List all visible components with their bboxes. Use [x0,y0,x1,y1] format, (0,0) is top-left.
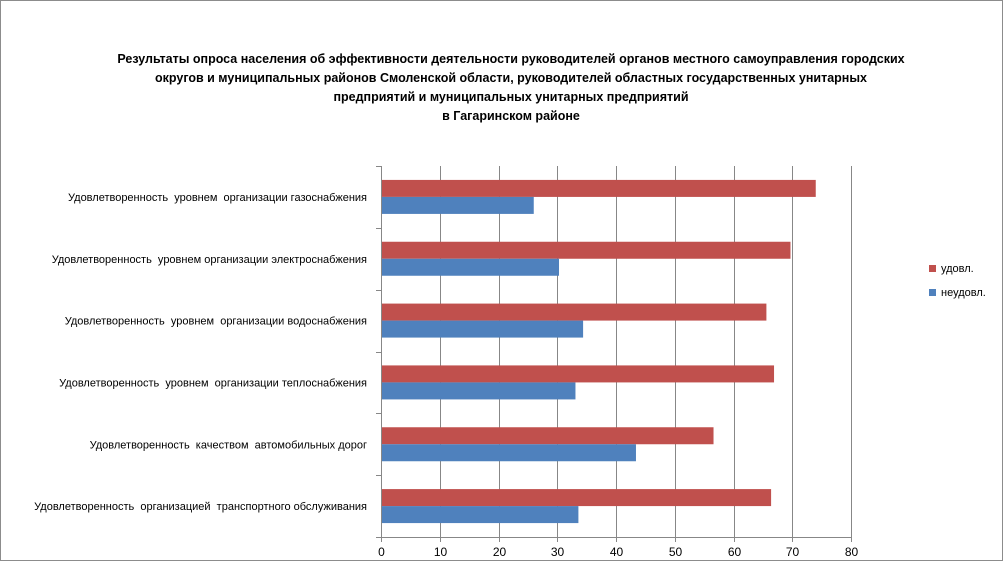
bar-satisfied-3 [381,303,767,321]
x-tick-label-70: 70 [786,545,800,559]
chart-title-line-3: предприятий и муниципальных унитарных пр… [333,90,689,104]
bar-unsatisfied-5 [381,444,636,462]
category-label-4: Удовлетворенность уровнем организации те… [59,377,367,389]
bar-satisfied-4 [381,365,775,383]
category-label-3: Удовлетворенность уровнем организации во… [65,316,367,328]
bar-unsatisfied-2 [381,258,560,276]
bar-satisfied-6 [381,489,772,507]
category-label-1: Удовлетворенность уровнем организации га… [68,192,367,204]
bar-satisfied-5 [381,427,714,445]
x-tick-label-80: 80 [845,545,859,559]
category-label-6: Удовлетворенность организацией транспорт… [34,501,367,513]
legend-label-satisfied: удовл. [941,263,974,275]
legend-label-unsatisfied: неудовл. [941,287,986,299]
chart-title-line-1: Результаты опроса населения об эффективн… [117,52,905,66]
category-label-5: Удовлетворенность качеством автомобильны… [90,439,367,451]
x-tick-label-10: 10 [434,545,448,559]
bar-unsatisfied-3 [381,320,584,338]
x-tick-label-40: 40 [610,545,624,559]
legend-swatch-unsatisfied [929,289,936,296]
bar-unsatisfied-6 [381,506,579,524]
x-tick-label-50: 50 [669,545,683,559]
bar-satisfied-2 [381,241,791,259]
x-tick-label-60: 60 [728,545,742,559]
chart-title: Результаты опроса населения об эффективн… [61,50,961,126]
bar-unsatisfied-1 [381,196,534,214]
x-tick-label-30: 30 [551,545,565,559]
chart-title-line-4: в Гагаринском районе [442,109,580,123]
chart-title-line-2: округов и муниципальных районов Смоленск… [155,71,867,85]
x-tick-label-20: 20 [493,545,507,559]
x-tick-label-0: 0 [378,545,385,559]
bar-satisfied-1 [381,179,816,197]
bar-unsatisfied-4 [381,382,576,400]
category-label-2: Удовлетворенность уровнем организации эл… [52,254,367,266]
legend-swatch-satisfied [929,265,936,272]
